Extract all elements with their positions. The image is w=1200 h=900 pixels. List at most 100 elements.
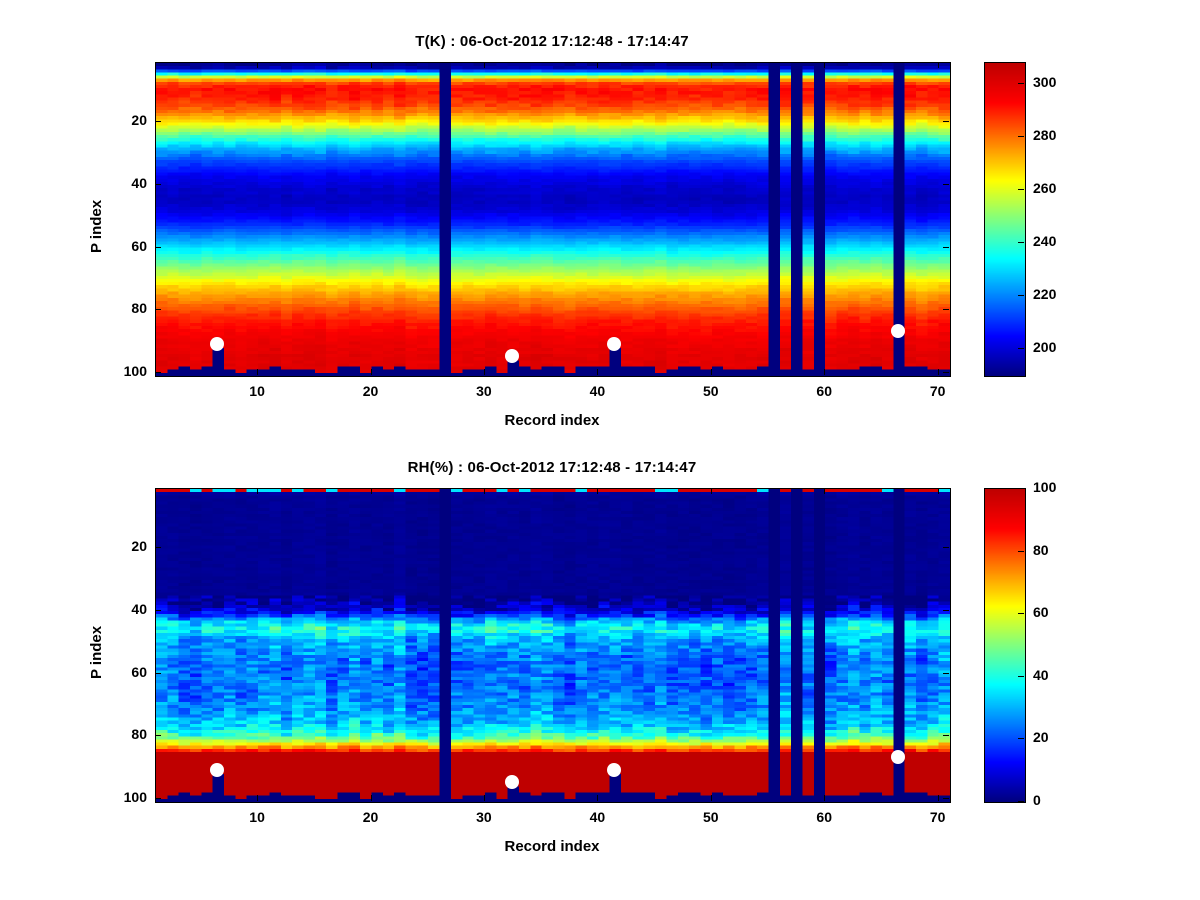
surface-marker bbox=[505, 775, 520, 790]
humidity-colorbar-gradient bbox=[985, 489, 1025, 802]
humidity-x-axis-label: Record index bbox=[504, 838, 600, 855]
x-tick-mark bbox=[483, 369, 485, 375]
colorbar-tick-mark bbox=[1018, 801, 1024, 802]
y-tick-mark-right bbox=[943, 672, 949, 674]
x-tick-mark bbox=[824, 369, 826, 375]
y-tick-mark bbox=[155, 246, 161, 248]
x-tick-mark bbox=[257, 795, 259, 801]
x-tick-mark bbox=[937, 795, 939, 801]
x-tick-mark-top bbox=[257, 62, 259, 68]
y-tick-mark bbox=[155, 184, 161, 186]
x-tick-label: 50 bbox=[703, 383, 719, 399]
x-tick-label: 50 bbox=[703, 809, 719, 825]
temperature-heatmap-image bbox=[156, 63, 950, 376]
y-tick-mark-right bbox=[943, 309, 949, 311]
x-tick-label: 70 bbox=[929, 383, 946, 399]
x-tick-label: 30 bbox=[476, 383, 492, 399]
colorbar-tick-mark bbox=[1018, 295, 1024, 297]
colorbar-tick-label: 260 bbox=[1033, 180, 1057, 197]
x-tick-label: 20 bbox=[362, 809, 379, 825]
y-tick-label: 100 bbox=[123, 362, 147, 379]
x-tick-label: 70 bbox=[929, 809, 946, 825]
x-tick-mark-top bbox=[257, 488, 259, 494]
y-tick-mark-right bbox=[943, 797, 949, 799]
humidity-plot-title: RH(%) : 06-Oct-2012 17:12:48 - 17:14:47 bbox=[407, 459, 697, 476]
x-tick-label: 20 bbox=[362, 383, 379, 399]
y-tick-mark bbox=[155, 547, 161, 549]
colorbar-tick-mark bbox=[1018, 242, 1024, 244]
x-tick-mark bbox=[370, 795, 372, 801]
x-tick-label: 10 bbox=[249, 383, 265, 399]
colorbar-tick-mark bbox=[1018, 136, 1024, 138]
x-tick-label: 60 bbox=[816, 383, 832, 399]
x-tick-mark-top bbox=[710, 488, 712, 494]
humidity-colorbar[interactable] bbox=[984, 488, 1026, 803]
humidity-heatmap-axes[interactable] bbox=[155, 488, 951, 803]
colorbar-tick-label: 20 bbox=[1033, 729, 1049, 746]
y-tick-label: 40 bbox=[131, 175, 147, 192]
y-tick-label: 80 bbox=[131, 300, 147, 317]
temperature-plot-title: T(K) : 06-Oct-2012 17:12:48 - 17:14:47 bbox=[415, 33, 689, 50]
surface-marker bbox=[505, 349, 520, 364]
x-tick-label: 60 bbox=[816, 809, 832, 825]
y-tick-label: 60 bbox=[131, 237, 147, 254]
colorbar-tick-label: 280 bbox=[1033, 127, 1057, 144]
colorbar-tick-mark bbox=[1018, 675, 1024, 677]
x-tick-mark bbox=[597, 795, 599, 801]
x-tick-mark-top bbox=[483, 488, 485, 494]
x-tick-mark bbox=[257, 369, 259, 375]
y-tick-mark-right bbox=[943, 184, 949, 186]
colorbar-tick-label: 300 bbox=[1033, 74, 1057, 91]
x-tick-mark bbox=[710, 795, 712, 801]
y-tick-mark-right bbox=[943, 246, 949, 248]
y-tick-mark bbox=[155, 797, 161, 799]
y-tick-label: 60 bbox=[131, 663, 147, 680]
y-tick-label: 40 bbox=[131, 601, 147, 618]
colorbar-tick-label: 0 bbox=[1033, 792, 1041, 808]
y-tick-mark-right bbox=[943, 121, 949, 123]
x-tick-mark bbox=[937, 369, 939, 375]
surface-marker bbox=[890, 324, 905, 339]
surface-marker bbox=[210, 762, 225, 777]
y-tick-mark-right bbox=[943, 735, 949, 737]
x-tick-label: 40 bbox=[589, 383, 606, 399]
temperature-x-axis-label: Record index bbox=[504, 412, 600, 429]
colorbar-tick-label: 60 bbox=[1033, 604, 1049, 621]
y-tick-mark-right bbox=[943, 610, 949, 612]
x-tick-mark-top bbox=[824, 488, 826, 494]
y-tick-mark bbox=[155, 610, 161, 612]
colorbar-tick-mark bbox=[1018, 348, 1024, 350]
surface-marker bbox=[607, 336, 622, 351]
y-tick-label: 100 bbox=[123, 788, 147, 805]
x-tick-mark-top bbox=[483, 62, 485, 68]
colorbar-tick-label: 40 bbox=[1033, 666, 1049, 683]
colorbar-tick-mark bbox=[1018, 550, 1024, 552]
surface-marker bbox=[607, 762, 622, 777]
x-tick-mark bbox=[824, 795, 826, 801]
surface-marker bbox=[890, 750, 905, 765]
y-tick-mark bbox=[155, 371, 161, 373]
colorbar-tick-label: 220 bbox=[1033, 286, 1057, 303]
y-tick-label: 20 bbox=[131, 112, 147, 129]
x-tick-mark bbox=[710, 369, 712, 375]
y-tick-label: 80 bbox=[131, 726, 147, 743]
colorbar-tick-label: 100 bbox=[1033, 479, 1057, 495]
x-tick-label: 30 bbox=[476, 809, 492, 825]
surface-marker bbox=[210, 336, 225, 351]
x-tick-mark-top bbox=[370, 488, 372, 494]
temperature-heatmap-axes[interactable] bbox=[155, 62, 951, 377]
colorbar-tick-label: 240 bbox=[1033, 233, 1057, 250]
colorbar-tick-mark bbox=[1018, 613, 1024, 615]
y-tick-mark bbox=[155, 735, 161, 737]
x-tick-mark-top bbox=[824, 62, 826, 68]
x-tick-mark-top bbox=[597, 62, 599, 68]
temperature-colorbar[interactable] bbox=[984, 62, 1026, 377]
x-tick-mark-top bbox=[937, 62, 939, 68]
x-tick-mark-top bbox=[937, 488, 939, 494]
y-tick-mark bbox=[155, 672, 161, 674]
y-tick-label: 20 bbox=[131, 538, 147, 555]
x-tick-mark-top bbox=[370, 62, 372, 68]
y-tick-mark bbox=[155, 121, 161, 123]
y-tick-mark-right bbox=[943, 371, 949, 373]
x-tick-mark-top bbox=[710, 62, 712, 68]
